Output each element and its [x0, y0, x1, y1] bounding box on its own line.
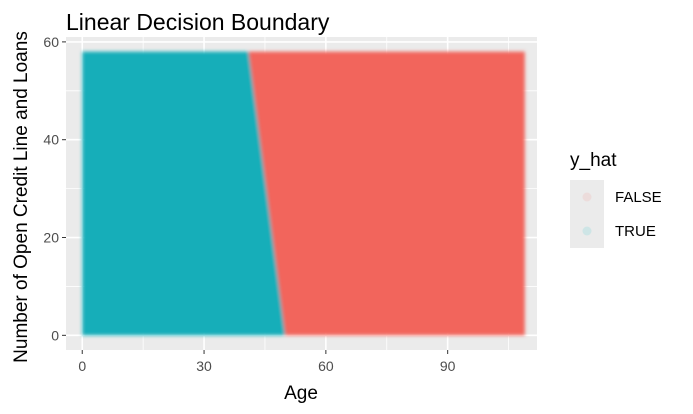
legend-key-background [570, 214, 604, 248]
chart-title: Linear Decision Boundary [66, 9, 330, 35]
legend-entries: FALSE TRUE [570, 180, 662, 248]
legend: y_hat FALSE TRUE [570, 150, 662, 248]
legend-title: y_hat [570, 150, 617, 171]
legend-label-true: TRUE [615, 223, 656, 240]
x-tick-label: 0 [78, 358, 86, 374]
x-axis-ticks: 0 30 60 90 [78, 350, 456, 374]
x-axis-title: Age [284, 383, 318, 404]
y-tick-label: 60 [43, 34, 59, 50]
y-tick-label: 20 [43, 230, 59, 246]
legend-key-point [582, 226, 592, 236]
legend-key-point [582, 192, 592, 202]
x-tick-label: 90 [440, 358, 456, 374]
y-tick-label: 40 [43, 132, 59, 148]
y-axis-ticks: 0 20 40 60 [43, 34, 66, 343]
y-axis-title: Number of Open Credit Line and Loans [11, 31, 32, 363]
decision-regions [82, 51, 525, 336]
legend-key-background [570, 180, 604, 214]
legend-label-false: FALSE [615, 189, 662, 206]
y-tick-label: 0 [51, 327, 59, 343]
region-true [82, 51, 286, 336]
x-tick-label: 60 [318, 358, 334, 374]
region-false [248, 51, 525, 336]
x-tick-label: 30 [196, 358, 212, 374]
